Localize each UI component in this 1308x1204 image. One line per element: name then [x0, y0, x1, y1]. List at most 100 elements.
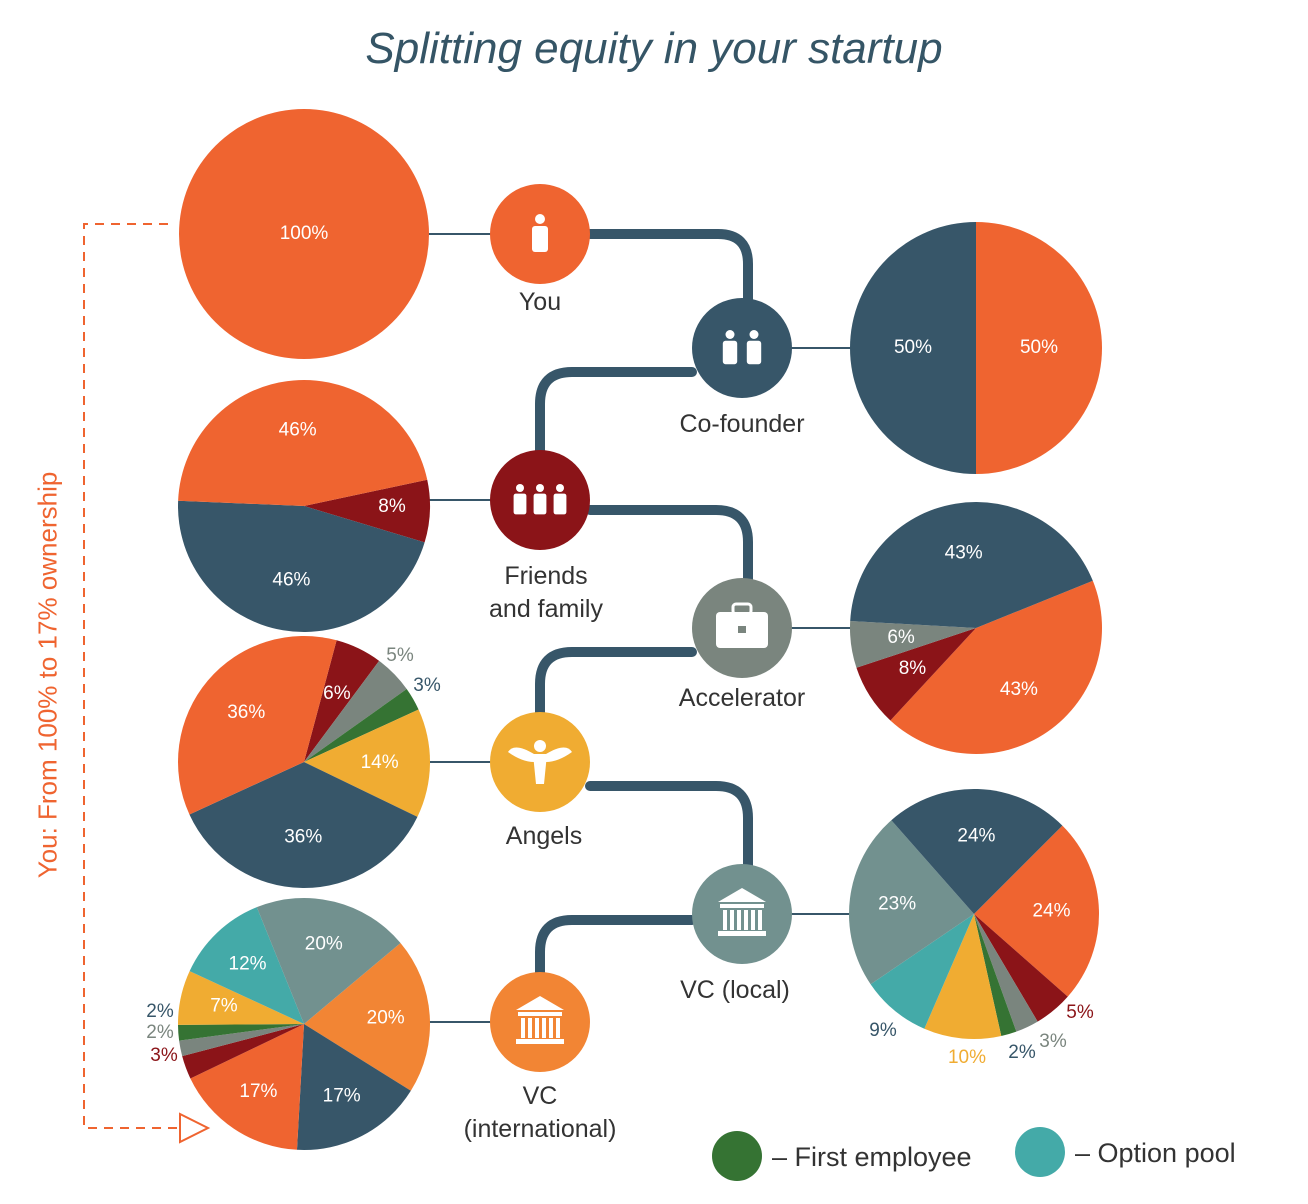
connector: [585, 505, 753, 585]
pie-charts: 100% 50% 50% 8% 46% 46% 43% 8% 6% 43% 6% 5% 3% 14% 36%…: [146, 109, 1103, 1150]
pie-slice-label: 2%: [146, 1001, 174, 1022]
connector-lines: [428, 229, 852, 1023]
node-circle: [692, 298, 792, 398]
stage-nodes: You Co-founder Friends and family Accelerato…: [464, 184, 805, 1143]
ownership-arrow: [83, 223, 211, 1144]
pie-slice-angels: [304, 709, 431, 817]
pie-slice-label: 6%: [887, 627, 915, 648]
pie-slice-label: 17%: [239, 1081, 277, 1102]
pie-chart-4: 43% 8% 6% 43%: [850, 502, 1103, 755]
node-label: and family: [489, 595, 603, 623]
pie-slice-friends: [856, 628, 976, 721]
node-label: VC: [523, 1082, 558, 1110]
node-friends: Friends and family: [489, 450, 603, 623]
legend-swatch: [1015, 1127, 1065, 1177]
legend-item-option-pool: – Option pool: [1015, 1127, 1236, 1177]
bank-icon: [516, 996, 564, 1044]
node-label: Angels: [506, 822, 582, 850]
two-people-icon: [722, 330, 762, 365]
node-you: You: [490, 184, 590, 316]
connector: [535, 367, 697, 457]
pie-slice-accelerator: [304, 660, 407, 762]
pie-slice-label: 46%: [272, 570, 310, 591]
ownership-arrow-head: [179, 1112, 211, 1144]
pie-slice-cofounder: [296, 1024, 411, 1150]
pie-chart-3: 8% 46% 46%: [177, 379, 430, 633]
pie-slice-friends: [304, 640, 380, 762]
pie-slice-label: 24%: [957, 826, 995, 847]
pie-slice-label: 5%: [386, 645, 414, 666]
pie-slice-label: 7%: [210, 996, 238, 1017]
pie-slice-friends: [304, 479, 430, 543]
pie-slice-label: 12%: [229, 954, 267, 975]
pie-slice-label: 36%: [284, 827, 322, 848]
legend-swatch: [712, 1131, 762, 1181]
pie-slice-label: 9%: [869, 1020, 897, 1041]
pie-slice-label: 14%: [361, 752, 399, 773]
page-title: Splitting equity in your startup: [365, 24, 943, 73]
pie-slice-cofounder: [850, 502, 1093, 628]
bank-icon: [718, 888, 766, 936]
pie-slice-label: 2%: [1008, 1042, 1036, 1063]
briefcase-icon: [716, 602, 768, 648]
pie-slice-label: 3%: [413, 675, 441, 696]
node-vc-international: VC (international): [464, 972, 616, 1143]
pie-slice-you: [974, 825, 1099, 997]
pie-slice-label: 17%: [323, 1086, 361, 1107]
pie-slice-friends: [974, 914, 1068, 1022]
pie-slice-label: 20%: [367, 1007, 405, 1028]
pie-slice-option_pool: [189, 907, 304, 1024]
pie-chart-7: 20%17%17%3%2%2% 7%12%20%: [146, 898, 430, 1150]
pie-slice-cofounder: [891, 789, 1063, 914]
connector: [535, 915, 697, 979]
pie-slice-label: 43%: [1000, 679, 1038, 700]
node-angels: Angels: [490, 712, 590, 850]
pie-slice-you: [178, 636, 337, 815]
pie-slice-label: 46%: [279, 420, 317, 441]
connector: [585, 781, 753, 871]
pie-slice-label: 10%: [948, 1047, 986, 1068]
node-circle: [490, 972, 590, 1072]
pie-slice-cofounder: [189, 762, 418, 889]
node-circle: [692, 864, 792, 964]
node-cofounder: Co-founder: [679, 298, 805, 438]
family-icon: [513, 484, 567, 515]
pie-slice-accelerator: [974, 914, 1038, 1032]
pie-slice-you: [178, 379, 428, 506]
pie-slice-label: 20%: [305, 934, 343, 955]
pie-slice-cofounder: [850, 222, 976, 474]
connector: [585, 229, 753, 305]
pie-slice-label: 3%: [150, 1045, 178, 1066]
pie-slice-label: 23%: [878, 893, 916, 914]
pie-slice-label: 43%: [945, 542, 983, 563]
pie-slice-friends: [182, 1024, 304, 1079]
pie-slice-you: [179, 109, 429, 359]
node-accelerator: Accelerator: [679, 578, 805, 712]
pie-slice-angels: [178, 971, 304, 1025]
pie-chart-5: 6% 5% 3% 14% 36% 36%: [178, 636, 441, 889]
pie-chart-1: 100%: [179, 109, 429, 359]
pie-slice-label: 6%: [323, 683, 351, 704]
node-label: Co-founder: [679, 410, 804, 438]
pie-slice-vc_international: [304, 943, 430, 1091]
pie-slice-first_employee: [304, 689, 419, 762]
pie-slice-label: 50%: [894, 337, 932, 358]
pie-slice-label: 50%: [1020, 337, 1058, 358]
ownership-arrow-line: [83, 223, 180, 1129]
legend-label: – Option pool: [1075, 1138, 1236, 1168]
legend: – First employee – Option pool: [712, 1127, 1236, 1181]
pie-slice-accelerator: [850, 620, 976, 668]
pie-slice-label: 24%: [1032, 901, 1070, 922]
pie-slice-option_pool: [870, 914, 974, 1029]
pie-slice-label: 3%: [1039, 1031, 1067, 1052]
pie-slice-vc_local: [256, 898, 401, 1024]
pie-slice-vc_local: [849, 820, 974, 985]
node-label: You: [519, 288, 561, 316]
pie-slice-label: 100%: [280, 223, 329, 244]
person-icon: [532, 214, 548, 252]
connector: [535, 647, 697, 719]
legend-item-first-employee: – First employee: [712, 1131, 972, 1181]
pie-slice-accelerator: [179, 1024, 304, 1057]
pie-chart-2: 50% 50%: [850, 222, 1102, 474]
legend-label: – First employee: [772, 1142, 972, 1172]
